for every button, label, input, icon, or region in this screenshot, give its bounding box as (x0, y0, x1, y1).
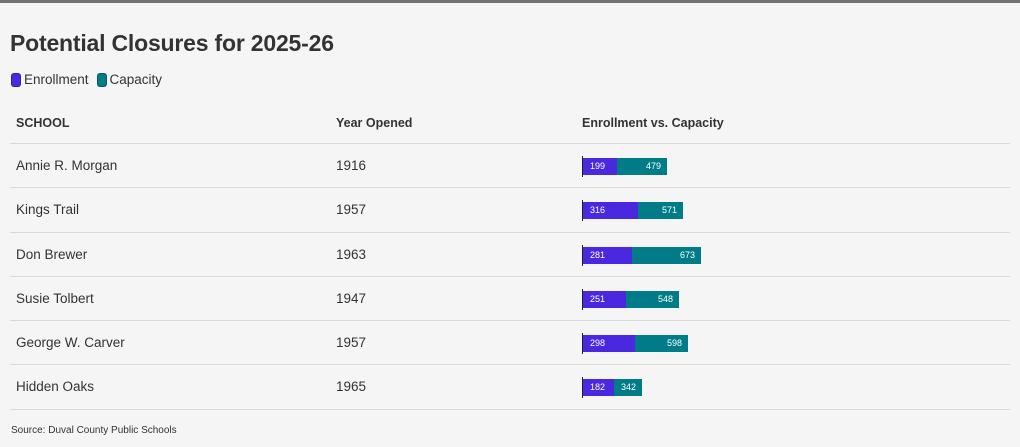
header-year-opened[interactable]: Year Opened (336, 116, 413, 130)
closures-table: SCHOOL Year Opened Enrollment vs. Capaci… (10, 100, 1010, 410)
year-opened: 1947 (336, 290, 367, 306)
enrollment-bar (582, 202, 638, 220)
enrollment-bar (582, 246, 632, 264)
legend-label-enrollment: Enrollment (24, 72, 89, 87)
enrollment-bar (582, 379, 614, 397)
enrollment-label: 316 (590, 205, 606, 216)
enrollment-bar (582, 335, 635, 353)
bar-axis (582, 244, 583, 266)
legend-item-enrollment: Enrollment (11, 72, 89, 87)
legend-item-capacity: Capacity (96, 72, 163, 87)
legend-label-capacity: Capacity (109, 72, 163, 87)
capacity-label: 571 (662, 205, 678, 216)
table-row: Kings Trail 1957 316 571 (10, 188, 1010, 233)
capacity-label: 598 (667, 338, 683, 349)
legend: Enrollment Capacity (11, 72, 170, 87)
bar-axis (582, 377, 583, 399)
table-header: SCHOOL Year Opened Enrollment vs. Capaci… (10, 100, 1010, 144)
table-row: Susie Tolbert 1947 251 548 (10, 277, 1010, 322)
year-opened: 1916 (336, 158, 367, 173)
capacity-label: 342 (621, 382, 637, 393)
enrollment-bar (582, 290, 626, 308)
header-school[interactable]: SCHOOL (16, 116, 70, 130)
capacity-label: 479 (646, 161, 662, 171)
bar-axis (582, 156, 583, 177)
school-name: Hidden Oaks (16, 379, 95, 395)
capacity-label: 673 (680, 249, 696, 260)
table-row: George W. Carver 1957 298 598 (10, 321, 1010, 366)
school-name: Kings Trail (16, 202, 80, 218)
year-opened: 1965 (336, 379, 367, 395)
table-row: Hidden Oaks 1965 182 342 (10, 365, 1010, 410)
table-row: Annie R. Morgan 1916 199 479 (10, 144, 1010, 189)
year-opened: 1963 (336, 246, 367, 262)
table-row: Don Brewer 1963 281 673 (10, 233, 1010, 277)
capacity-swatch (96, 72, 107, 87)
header-enrollment-vs-capacity[interactable]: Enrollment vs. Capacity (582, 116, 724, 130)
bar-axis (582, 288, 583, 310)
bar-axis (582, 200, 583, 222)
table-body: Annie R. Morgan 1916 199 479 Kings Trail 1957… (10, 144, 1010, 410)
chart-title: Potential Closures for 2025-26 (10, 30, 334, 56)
enrollment-label: 281 (590, 249, 606, 260)
enrollment-swatch (11, 72, 21, 87)
school-name: George W. Carver (16, 335, 125, 351)
source-note: Source: Duval County Public Schools (11, 425, 177, 436)
enrollment-bar (582, 158, 617, 175)
bar-axis (582, 333, 583, 355)
school-name: Annie R. Morgan (16, 158, 118, 173)
enrollment-label: 298 (590, 338, 606, 349)
year-opened: 1957 (336, 202, 367, 218)
top-rule (0, 0, 1020, 3)
enrollment-label: 182 (590, 382, 606, 393)
enrollment-label: 251 (590, 293, 606, 304)
enrollment-label: 199 (590, 161, 606, 171)
school-name: Don Brewer (16, 246, 88, 262)
school-name: Susie Tolbert (16, 290, 94, 306)
capacity-label: 548 (658, 293, 674, 304)
year-opened: 1957 (336, 335, 367, 351)
